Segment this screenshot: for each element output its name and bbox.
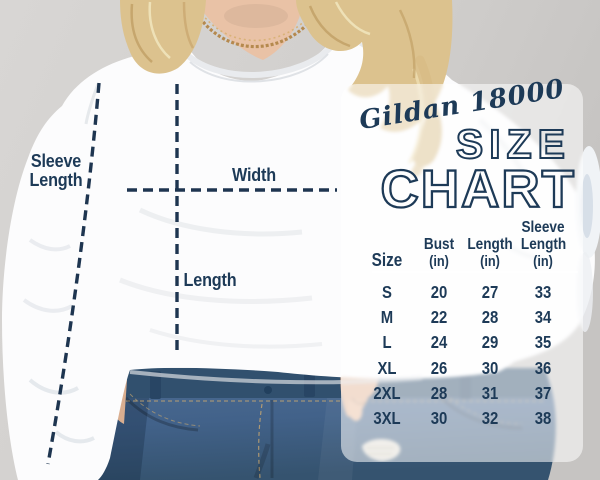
column-header-bust: Bust (in) xyxy=(423,236,455,271)
neck-skin xyxy=(196,0,304,60)
jeans-pocket-left xyxy=(124,396,199,432)
size-chart-title: SIZE CHART xyxy=(379,120,576,216)
header-divider xyxy=(372,271,578,273)
title-chart: CHART xyxy=(381,160,576,216)
title-size: SIZE xyxy=(456,121,571,167)
table-row: 3XL 30 32 38 xyxy=(373,408,552,429)
jeans-button xyxy=(264,386,272,394)
collar-ribbing xyxy=(184,43,335,78)
width-label: Width xyxy=(232,165,276,185)
table-header-row: Size Bust (in) Length (in) Sleeve Length… xyxy=(359,210,569,270)
column-header-length: Length (in) xyxy=(467,236,513,271)
size-table-body: S 20 27 33 M 22 28 34 L 24 29 35 XL 26 3… xyxy=(359,280,569,431)
table-row: XL 26 30 36 xyxy=(377,357,552,378)
size-chart-panel: Gildan 18000 SIZE CHART Size Bust (in) L… xyxy=(341,74,583,462)
hair-left xyxy=(120,0,206,74)
length-label: Length xyxy=(183,270,237,290)
table-row: S 20 27 33 xyxy=(382,282,552,303)
table-row: 2XL 28 31 37 xyxy=(373,382,552,403)
belt-loop xyxy=(150,371,161,399)
column-header-sleeve-length: Sleeve Length (in) xyxy=(520,219,567,271)
table-row: L 24 29 35 xyxy=(382,332,552,353)
table-row: M 22 28 34 xyxy=(380,307,552,328)
sleeve-length-label: Sleeve Length xyxy=(29,151,83,190)
column-header-size: Size xyxy=(371,249,403,270)
